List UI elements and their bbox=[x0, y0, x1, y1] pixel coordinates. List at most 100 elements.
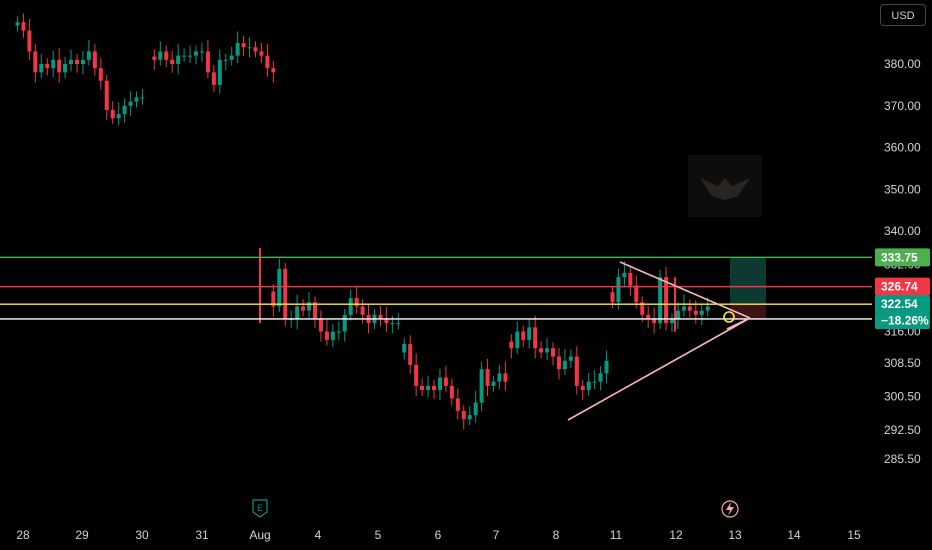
candle[interactable] bbox=[235, 31, 240, 63]
candle[interactable] bbox=[461, 405, 466, 430]
change-badge[interactable]: −18.26% bbox=[875, 312, 930, 330]
candle[interactable] bbox=[592, 369, 597, 389]
candle[interactable] bbox=[604, 350, 609, 384]
candle[interactable] bbox=[628, 265, 633, 296]
candle[interactable] bbox=[515, 321, 520, 355]
candle[interactable] bbox=[170, 51, 175, 73]
last-price-badge[interactable]: 322.54 bbox=[875, 295, 930, 314]
candle[interactable] bbox=[295, 294, 300, 330]
candle[interactable] bbox=[598, 366, 603, 391]
candle[interactable] bbox=[152, 49, 157, 71]
earnings-marker[interactable]: E bbox=[252, 499, 268, 518]
long-stop-zone[interactable] bbox=[730, 304, 766, 319]
candle[interactable] bbox=[51, 51, 56, 77]
candle[interactable] bbox=[104, 74, 109, 121]
candle[interactable] bbox=[491, 375, 496, 392]
candle[interactable] bbox=[580, 380, 585, 401]
candle[interactable] bbox=[188, 45, 193, 63]
triangle-upper-line[interactable] bbox=[619, 261, 751, 319]
currency-button[interactable]: USD bbox=[880, 4, 926, 26]
candle[interactable] bbox=[33, 44, 38, 83]
candle[interactable] bbox=[301, 299, 306, 317]
candle[interactable] bbox=[57, 48, 62, 83]
candle[interactable] bbox=[664, 266, 669, 331]
candle[interactable] bbox=[63, 56, 68, 79]
candle[interactable] bbox=[39, 53, 44, 79]
triangle-lower-line[interactable] bbox=[567, 317, 751, 421]
candle[interactable] bbox=[182, 48, 187, 62]
candle[interactable] bbox=[503, 361, 508, 391]
candle[interactable] bbox=[681, 294, 686, 317]
candle[interactable] bbox=[110, 101, 115, 125]
candle[interactable] bbox=[283, 262, 288, 327]
candle[interactable] bbox=[307, 292, 312, 318]
candle[interactable] bbox=[336, 321, 341, 341]
candle[interactable] bbox=[86, 39, 91, 66]
candle[interactable] bbox=[414, 353, 419, 397]
candle[interactable] bbox=[92, 44, 97, 76]
candle[interactable] bbox=[116, 102, 121, 126]
candle[interactable] bbox=[223, 53, 228, 71]
candle[interactable] bbox=[527, 318, 532, 349]
candle[interactable] bbox=[426, 375, 431, 398]
candle[interactable] bbox=[271, 284, 276, 317]
candle[interactable] bbox=[75, 53, 79, 73]
flash-marker[interactable] bbox=[721, 500, 739, 518]
candle[interactable] bbox=[562, 349, 567, 375]
candle[interactable] bbox=[467, 406, 472, 426]
triangle-apex-line[interactable] bbox=[726, 317, 751, 330]
candle[interactable] bbox=[449, 378, 454, 406]
candle[interactable] bbox=[533, 315, 538, 359]
candle[interactable] bbox=[551, 342, 555, 366]
candle[interactable] bbox=[27, 18, 32, 61]
candle[interactable] bbox=[45, 58, 50, 76]
candle[interactable] bbox=[437, 368, 442, 401]
candle[interactable] bbox=[455, 388, 460, 420]
candle[interactable] bbox=[443, 365, 448, 392]
candle[interactable] bbox=[634, 275, 639, 309]
candle[interactable] bbox=[330, 324, 335, 348]
candle[interactable] bbox=[586, 372, 591, 396]
candle[interactable] bbox=[497, 364, 502, 389]
candle[interactable] bbox=[194, 45, 198, 65]
candle[interactable] bbox=[348, 289, 353, 321]
candle[interactable] bbox=[313, 296, 317, 328]
candle[interactable] bbox=[241, 35, 246, 57]
candle[interactable] bbox=[378, 306, 383, 327]
price-marker-circle[interactable] bbox=[723, 311, 735, 323]
candle[interactable] bbox=[98, 57, 103, 90]
triangle-pattern[interactable] bbox=[567, 261, 751, 421]
candle[interactable] bbox=[521, 325, 526, 348]
candle[interactable] bbox=[318, 310, 323, 342]
candle[interactable] bbox=[485, 358, 490, 397]
candle[interactable] bbox=[229, 46, 234, 66]
candle[interactable] bbox=[140, 88, 145, 105]
candle[interactable] bbox=[432, 380, 436, 399]
candle[interactable] bbox=[122, 98, 127, 123]
lightning-icon[interactable] bbox=[721, 500, 739, 518]
candle[interactable] bbox=[265, 43, 270, 77]
candle[interactable] bbox=[539, 340, 544, 359]
candle[interactable] bbox=[354, 286, 359, 314]
candle[interactable] bbox=[616, 268, 621, 310]
candle[interactable] bbox=[253, 41, 258, 58]
candle[interactable] bbox=[670, 313, 674, 332]
candle[interactable] bbox=[217, 49, 222, 94]
candle[interactable] bbox=[545, 337, 550, 360]
candle[interactable] bbox=[271, 60, 276, 83]
candle[interactable] bbox=[699, 304, 704, 326]
candle[interactable] bbox=[15, 16, 20, 32]
candle[interactable] bbox=[705, 297, 710, 317]
candle[interactable] bbox=[687, 299, 692, 318]
candle[interactable] bbox=[640, 296, 645, 323]
candle[interactable] bbox=[158, 41, 163, 66]
candle[interactable] bbox=[479, 361, 484, 412]
candle[interactable] bbox=[259, 42, 264, 63]
candle[interactable] bbox=[473, 390, 478, 423]
candle[interactable] bbox=[622, 261, 627, 286]
candle[interactable] bbox=[211, 65, 216, 93]
candle[interactable] bbox=[652, 307, 657, 334]
candle[interactable] bbox=[277, 258, 282, 313]
candle[interactable] bbox=[134, 91, 139, 108]
